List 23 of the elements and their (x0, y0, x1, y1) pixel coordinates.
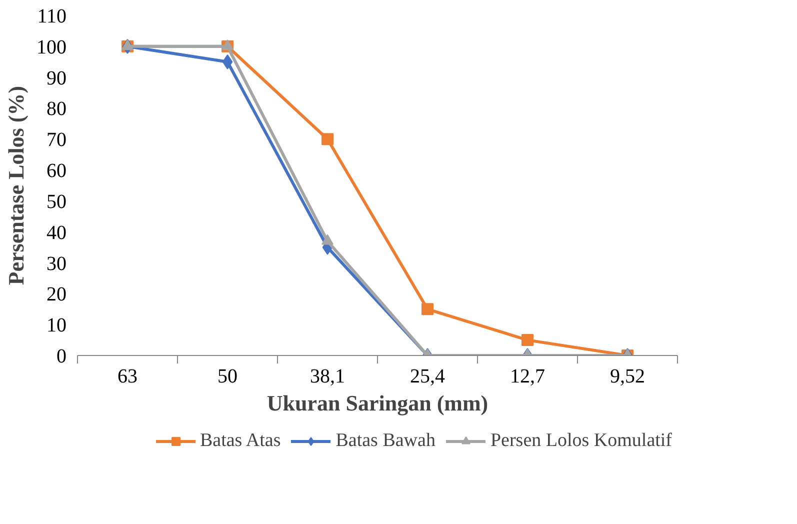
x-axis-title: Ukuran Saringan (mm) (266, 390, 488, 416)
legend-label: Batas Bawah (336, 430, 436, 452)
y-tick-label: 10 (46, 314, 66, 337)
y-tick-label: 70 (46, 129, 66, 152)
y-tick-label: 40 (46, 222, 66, 244)
y-axis-title: Persentase Lolos (%) (4, 86, 28, 286)
y-tick-label: 110 (37, 6, 67, 28)
x-tick-label: 9,52 (610, 366, 645, 388)
legend-label: Persen Lolos Komulatif (490, 430, 672, 452)
y-tick-label: 80 (46, 98, 66, 120)
x-tick-label: 12,7 (510, 366, 545, 388)
y-tick-label: 20 (46, 284, 66, 306)
x-tick-label: 25,4 (410, 366, 445, 388)
y-tick-label: 100 (36, 36, 66, 58)
x-tick-label: 38,1 (310, 366, 345, 388)
x-tick-label: 50 (218, 366, 238, 388)
legend-label: Batas Atas (200, 430, 281, 452)
y-tick-label: 30 (46, 252, 66, 275)
y-tick-label: 60 (46, 160, 66, 182)
y-tick-label: 90 (46, 67, 66, 90)
y-tick-label: 50 (46, 190, 66, 213)
y-tick-label: 0 (56, 346, 66, 368)
x-tick-label: 63 (118, 366, 138, 388)
